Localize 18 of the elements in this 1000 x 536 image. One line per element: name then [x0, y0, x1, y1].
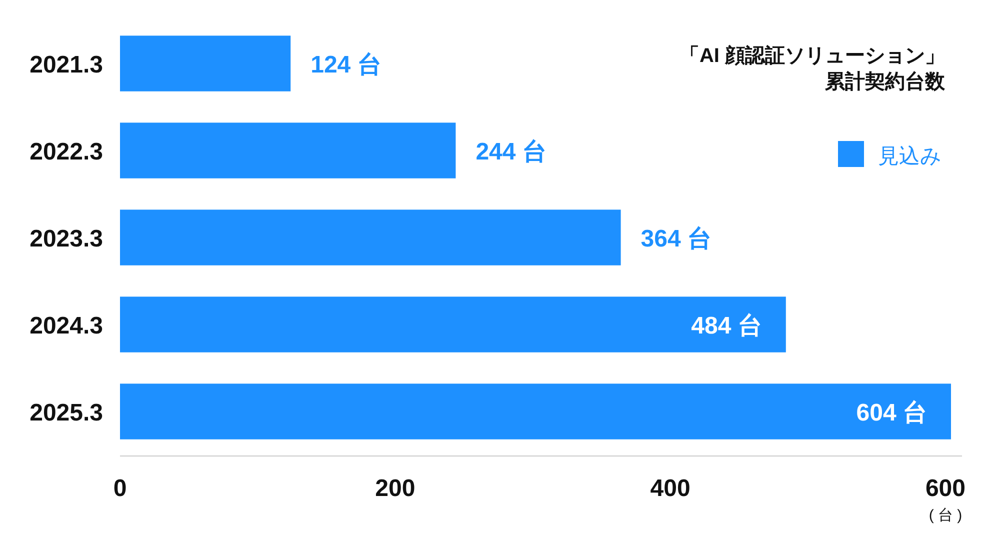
- data-label: 124 台: [310, 52, 382, 78]
- x-tick-label: 400: [650, 475, 690, 502]
- x-axis-title: ( 台 ): [928, 507, 962, 524]
- y-tick-label: 2022.3: [30, 138, 103, 166]
- data-label: 604 台: [856, 400, 927, 426]
- y-tick-label: 2023.3: [30, 226, 103, 252]
- x-tick-label: 600: [925, 475, 966, 502]
- text: 「AI 顔認証ソリューション」: [679, 44, 945, 67]
- text: 累計契約台数: [824, 70, 946, 93]
- legend-label: 見込み: [878, 145, 942, 168]
- y-tick-label: 2021.3: [30, 52, 103, 78]
- data-label: 364 台: [640, 226, 712, 252]
- y-tick-label: 2024.3: [30, 312, 103, 340]
- x-tick-label: 200: [375, 475, 416, 502]
- y-tick-label: 2025.3: [30, 400, 103, 426]
- data-label: 244 台: [476, 138, 546, 166]
- x-tick-label: 0: [113, 475, 127, 502]
- data-label: 484 台: [691, 312, 762, 340]
